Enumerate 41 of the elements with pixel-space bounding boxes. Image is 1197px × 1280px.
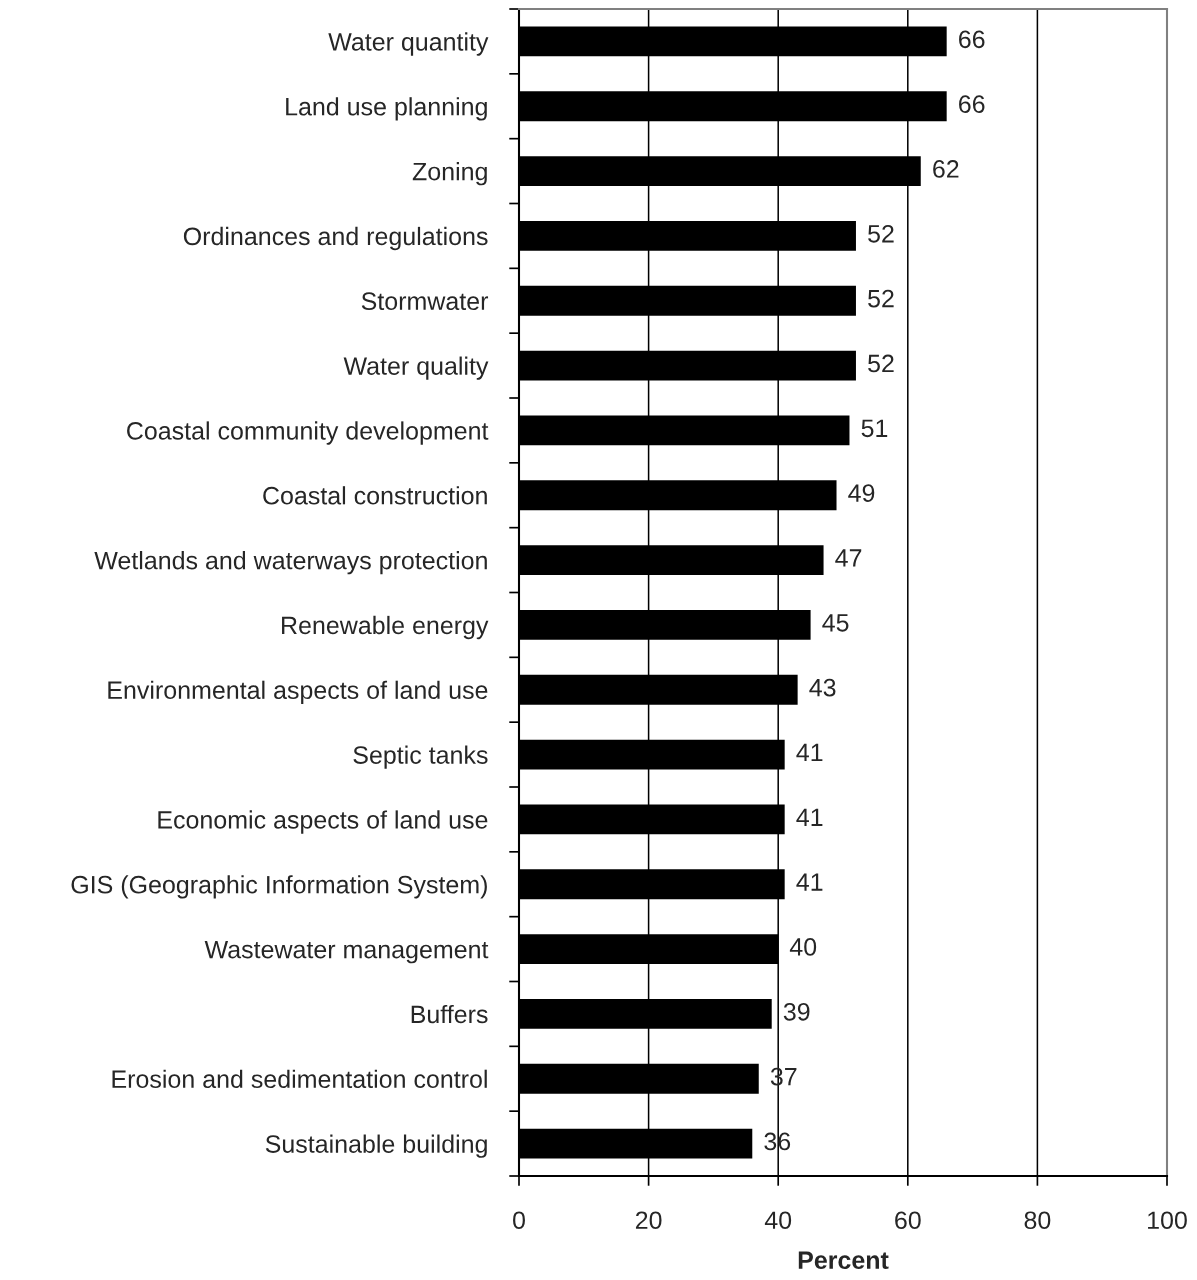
data-label: 52 (868, 289, 894, 308)
y-tick-label: Buffers (411, 1004, 488, 1024)
y-tick-label: Wetlands and waterways protection (94, 551, 487, 575)
data-label: 41 (796, 808, 823, 826)
data-label: 66 (959, 30, 985, 49)
y-tick-label: Wastewater management (204, 940, 489, 964)
y-tick-label: Coastal construction (263, 486, 487, 505)
data-label: 49 (848, 484, 875, 502)
data-label: 40 (789, 938, 817, 956)
y-tick-label: Septic tanks (353, 745, 488, 769)
data-label: 52 (868, 354, 894, 373)
y-tick-label: Erosion and sedimentation control (112, 1069, 487, 1089)
y-tick-label: Stormwater (361, 292, 489, 311)
data-label: 39 (783, 1002, 810, 1021)
data-label: 62 (933, 160, 959, 178)
y-tick-label: Environmental aspects of land use (108, 680, 488, 704)
x-tick-label: 80 (1024, 1211, 1051, 1230)
y-tick-label: Economic aspects of land use (158, 810, 488, 834)
data-label: 51 (861, 419, 888, 438)
x-axis-title: Percent (798, 1251, 889, 1270)
y-tick-label: GIS (Geographic Information System) (71, 875, 487, 899)
x-tick-label: 0 (513, 1211, 525, 1230)
x-tick-label: 40 (764, 1211, 792, 1230)
y-tick-label: Ordinances and regulations (183, 226, 488, 251)
data-label: 41 (796, 873, 823, 891)
y-tick-label: Sustainable building (265, 1134, 487, 1158)
data-label: 52 (868, 224, 894, 243)
y-tick-label: Renewable energy (282, 615, 489, 640)
data-label: 41 (796, 743, 823, 762)
y-tick-label: Land use planning (286, 97, 487, 121)
y-tick-label: Water quality (343, 356, 489, 380)
data-label: 45 (822, 614, 849, 632)
data-label: 43 (809, 678, 836, 697)
y-tick-label: Water quantity (328, 32, 489, 56)
y-tick-label: Zoning (412, 162, 487, 186)
x-tick-label: 60 (895, 1211, 921, 1230)
data-label: 66 (959, 95, 985, 113)
x-tick-label: 100 (1148, 1211, 1187, 1230)
x-tick-label: 20 (635, 1211, 662, 1230)
data-label: 47 (835, 549, 862, 567)
y-tick-label: Coastal community development (127, 421, 489, 445)
